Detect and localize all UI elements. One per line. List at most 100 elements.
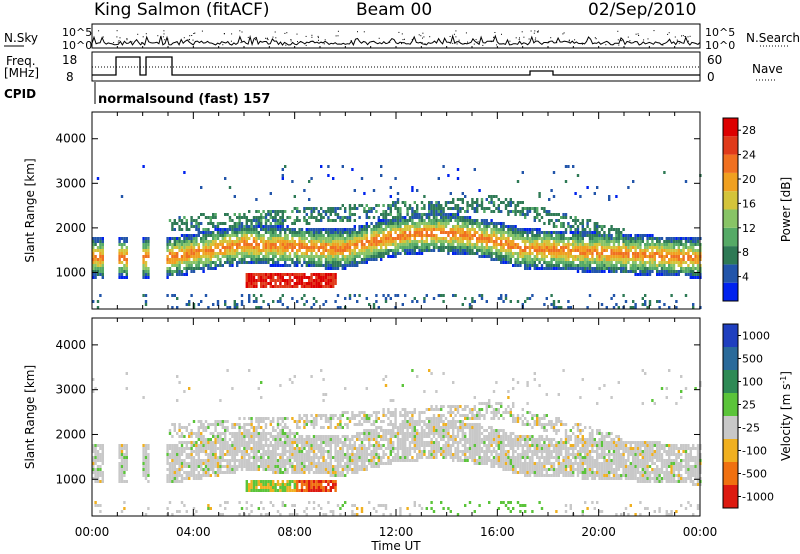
power-cell bbox=[560, 252, 563, 255]
power-cell bbox=[312, 246, 316, 249]
velocity-cell bbox=[240, 432, 244, 435]
power-cell bbox=[389, 222, 392, 225]
power-cell bbox=[190, 225, 193, 228]
velocity-cell bbox=[125, 453, 128, 456]
power-cell bbox=[581, 219, 584, 222]
nsearch-point bbox=[533, 32, 535, 34]
power-cell bbox=[526, 252, 529, 255]
power-cell bbox=[572, 255, 575, 258]
velocity-cell bbox=[262, 438, 265, 441]
power-cell bbox=[233, 213, 236, 216]
power-cell bbox=[207, 252, 210, 255]
power-cell bbox=[276, 219, 280, 222]
velocity-cell bbox=[207, 453, 210, 456]
power-cell bbox=[608, 240, 611, 243]
power-cell bbox=[468, 237, 472, 240]
velocity-cell bbox=[96, 465, 100, 468]
velocity-cell bbox=[207, 507, 210, 510]
power-cell bbox=[96, 240, 100, 243]
power-cell bbox=[408, 252, 412, 255]
power-cell bbox=[204, 243, 208, 246]
power-cell bbox=[488, 201, 491, 204]
power-cell bbox=[209, 267, 212, 270]
power-cell bbox=[272, 246, 275, 249]
power-cell bbox=[308, 228, 311, 231]
power-cell bbox=[588, 228, 592, 231]
power-cell bbox=[569, 243, 572, 246]
power-cell bbox=[322, 240, 325, 243]
power-cell bbox=[276, 234, 280, 237]
power-cell bbox=[147, 240, 150, 243]
power-cell bbox=[413, 237, 416, 240]
power-cell bbox=[555, 258, 558, 261]
power-cell bbox=[231, 234, 234, 237]
power-cell bbox=[468, 222, 472, 225]
velocity-cell bbox=[168, 456, 172, 459]
power-cell bbox=[183, 252, 186, 255]
velocity-cell bbox=[257, 432, 260, 435]
power-cell bbox=[320, 273, 323, 276]
power-cell bbox=[192, 249, 196, 252]
power-cell bbox=[207, 228, 210, 231]
power-cell bbox=[526, 297, 529, 300]
velocity-cell bbox=[274, 489, 277, 492]
power-cell bbox=[233, 234, 236, 237]
power-cell bbox=[269, 252, 272, 255]
power-cell bbox=[188, 300, 191, 303]
power-cell bbox=[524, 255, 527, 258]
power-cell bbox=[360, 252, 364, 255]
power-cell bbox=[492, 243, 496, 246]
nsearch-point bbox=[300, 41, 301, 43]
power-cell bbox=[478, 222, 481, 225]
power-cell bbox=[180, 273, 184, 276]
power-cell bbox=[329, 261, 332, 264]
power-cell bbox=[514, 237, 517, 240]
power-cell bbox=[497, 207, 500, 210]
nsearch-point bbox=[404, 38, 405, 40]
power-cell bbox=[509, 261, 512, 264]
power-cell bbox=[356, 264, 359, 267]
power-cell bbox=[228, 252, 232, 255]
power-cell bbox=[401, 222, 404, 225]
power-cell bbox=[339, 207, 342, 210]
power-cell bbox=[281, 246, 284, 249]
power-cell bbox=[360, 225, 364, 228]
power-cell bbox=[639, 252, 642, 255]
power-cell bbox=[425, 240, 428, 243]
power-cell bbox=[120, 261, 124, 264]
nsearch-point bbox=[523, 36, 525, 38]
power-cell bbox=[272, 252, 275, 255]
velocity-cell bbox=[296, 453, 299, 456]
power-cell bbox=[322, 279, 325, 282]
power-cell bbox=[377, 240, 380, 243]
power-cell bbox=[99, 240, 102, 243]
power-cell bbox=[435, 201, 438, 204]
power-cell bbox=[233, 258, 236, 261]
power-cell bbox=[468, 252, 472, 255]
power-cell bbox=[598, 240, 601, 243]
velocity-cell bbox=[286, 435, 289, 438]
power-cell bbox=[322, 216, 325, 219]
velocity-cell bbox=[219, 438, 222, 441]
power-cell bbox=[327, 237, 330, 240]
power-cell bbox=[334, 237, 337, 240]
velocity-cell bbox=[231, 447, 234, 450]
power-cell bbox=[694, 240, 697, 243]
power-cell bbox=[372, 234, 376, 237]
velocity-cell bbox=[279, 444, 282, 447]
power-cell bbox=[344, 261, 347, 264]
power-cell bbox=[365, 234, 368, 237]
power-cell bbox=[548, 246, 551, 249]
power-cell bbox=[461, 246, 464, 249]
power-cell bbox=[224, 213, 227, 216]
power-cell bbox=[610, 255, 613, 258]
power-cell bbox=[380, 219, 383, 222]
velocity-cell bbox=[200, 474, 203, 477]
power-cell bbox=[579, 246, 582, 249]
power-cell bbox=[610, 228, 613, 231]
power-cell bbox=[509, 255, 512, 258]
power-cell bbox=[668, 270, 671, 273]
power-cell bbox=[267, 219, 270, 222]
nsearch-point bbox=[687, 36, 689, 38]
power-cell bbox=[360, 258, 364, 261]
